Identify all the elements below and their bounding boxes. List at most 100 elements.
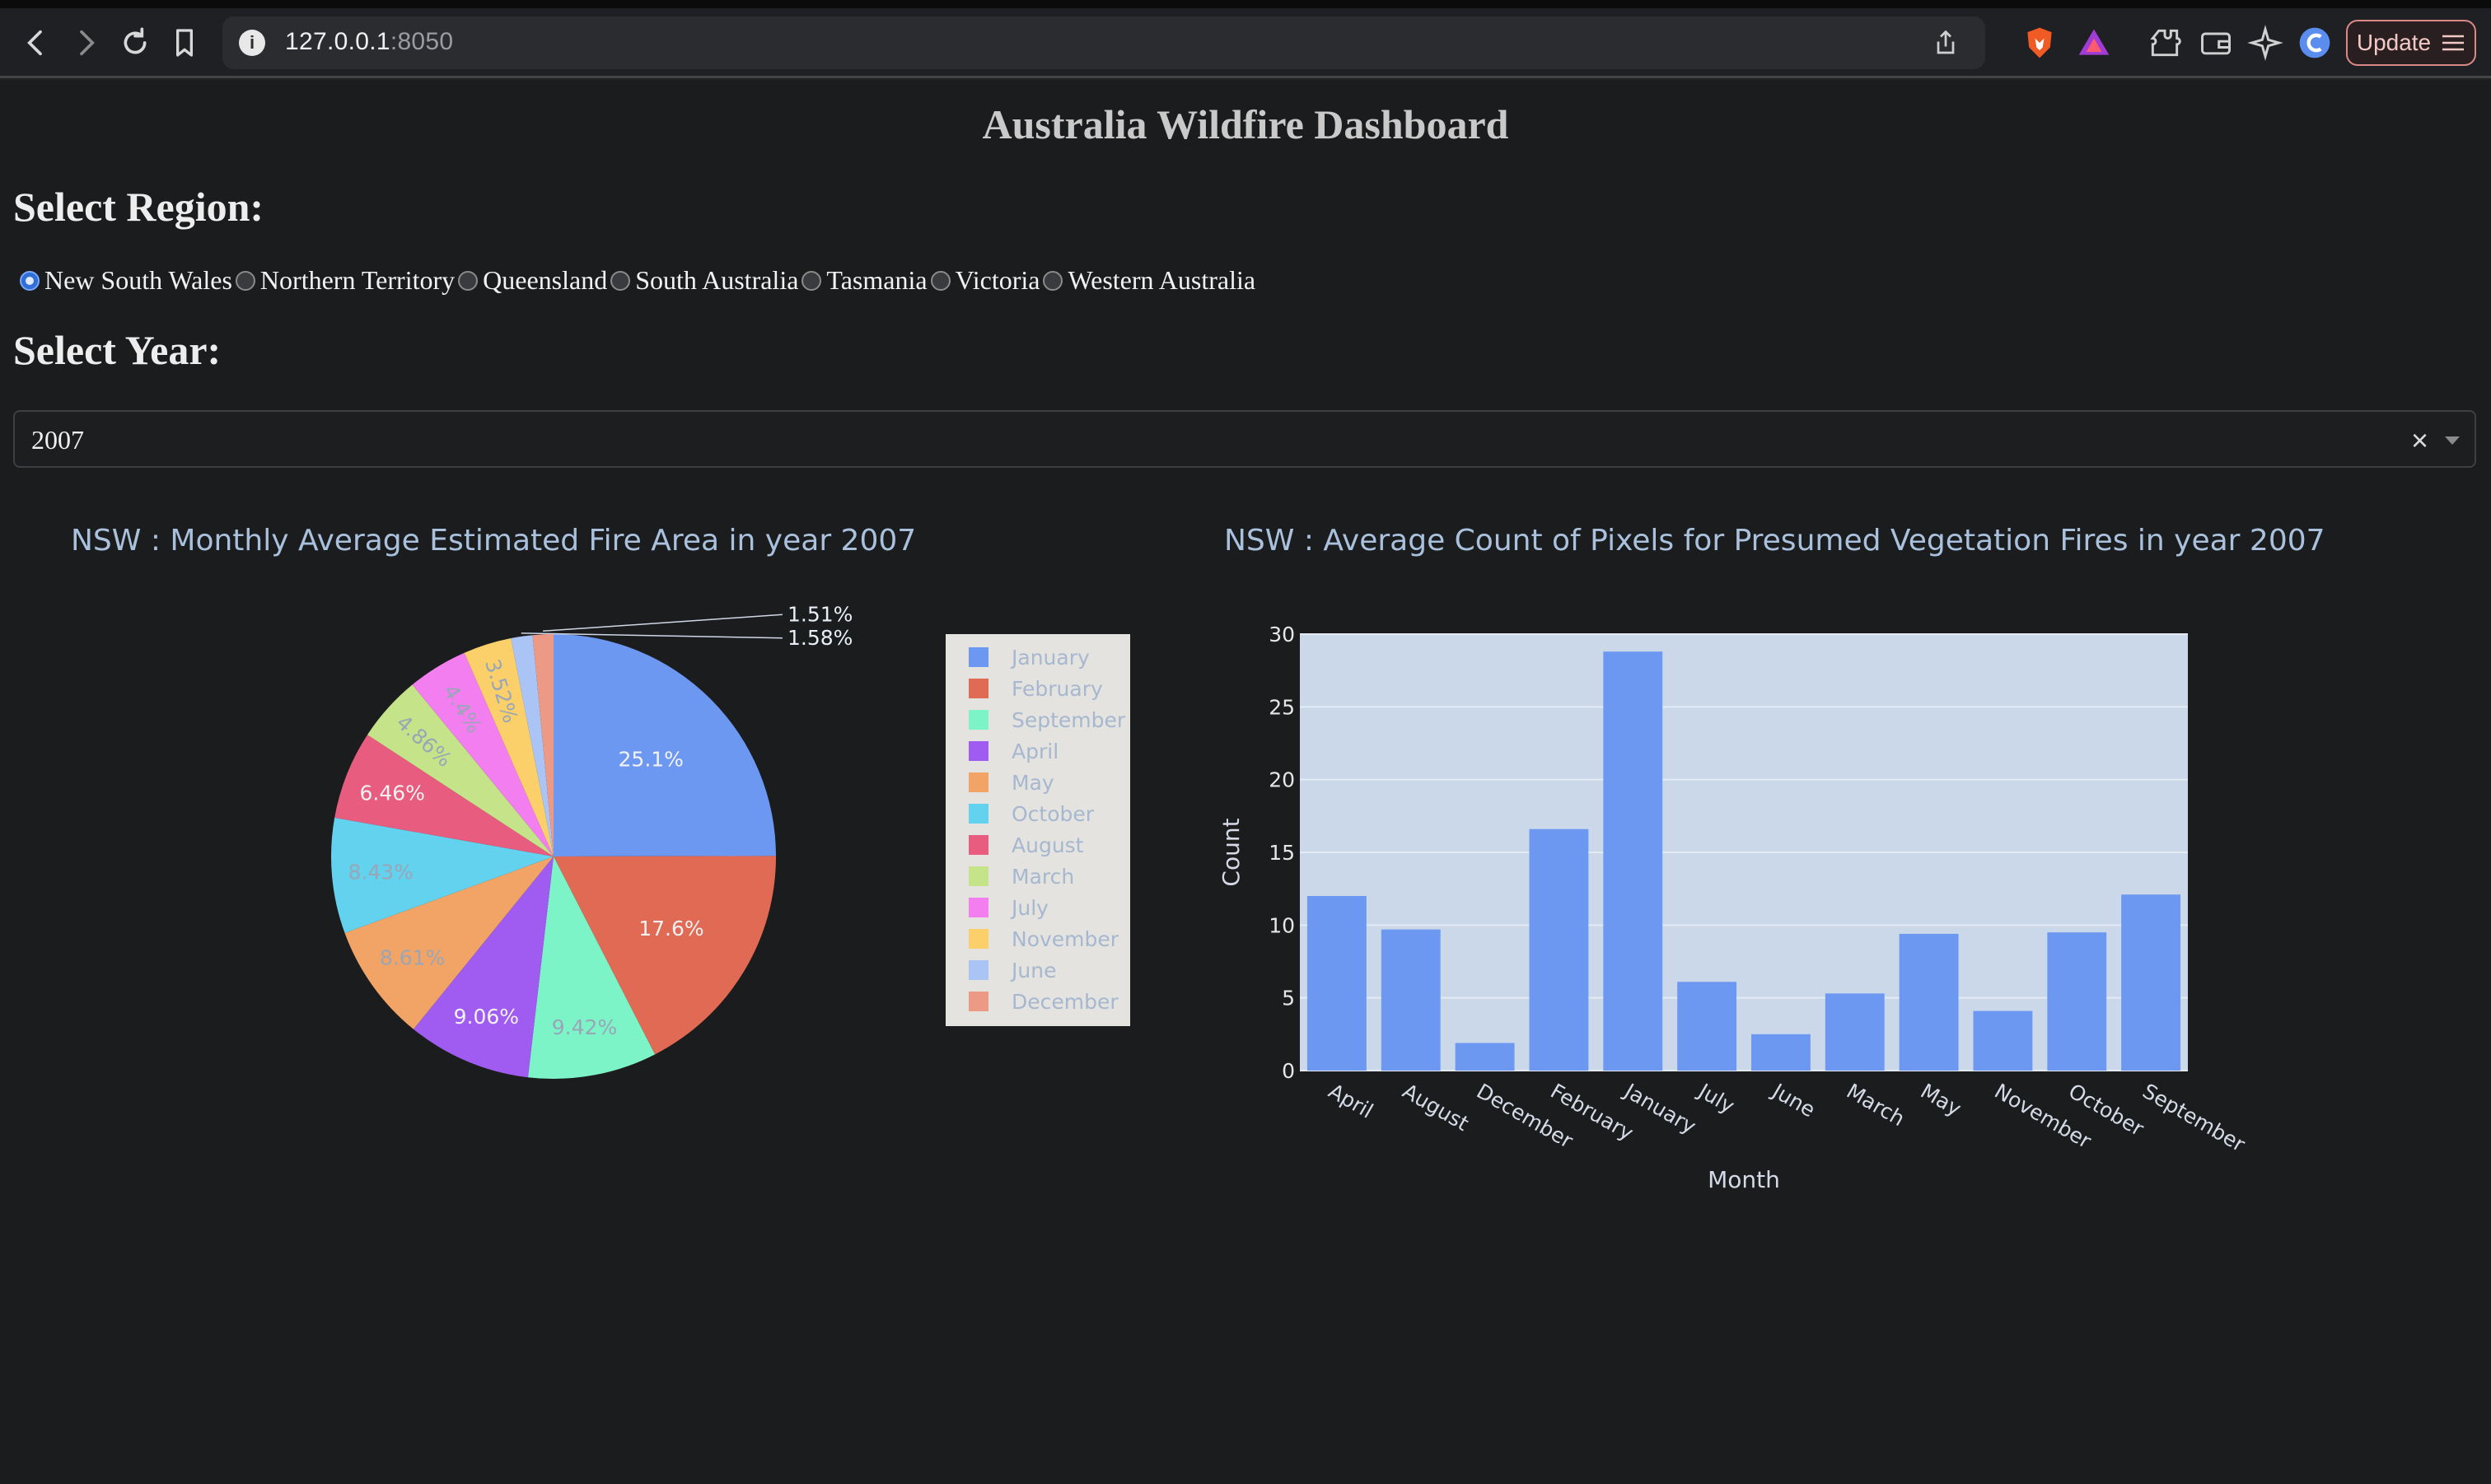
legend-item-june[interactable]: June [969,955,1056,985]
dropdown-arrow-icon[interactable] [2445,436,2460,445]
region-option-nsw[interactable]: New South Wales [20,265,232,296]
legend-label: July [1012,896,1049,920]
legend-label: December [1012,990,1119,1014]
address-bar[interactable]: i 127.0.0.1:8050 [222,16,1985,69]
x-tick-label: May [1917,1079,1965,1121]
legend-item-september[interactable]: September [969,705,1125,735]
radio-button-selected[interactable] [20,271,40,291]
radio-button[interactable] [1043,271,1063,291]
legend-label: October [1012,802,1094,826]
extensions-icon[interactable] [2147,25,2183,61]
region-option-label: South Australia [635,265,798,296]
legend-swatch [969,960,988,980]
year-dropdown[interactable]: 2007 × [13,410,2476,468]
region-radio-group: New South Wales Northern Territory Queen… [20,265,1259,296]
site-info-icon[interactable]: i [239,30,265,56]
legend-item-december[interactable]: December [969,987,1119,1016]
brave-rewards-icon[interactable] [2076,25,2112,61]
region-option-sa[interactable]: South Australia [610,265,798,296]
pie-chart-title: NSW : Monthly Average Estimated Fire Are… [71,524,916,558]
share-icon[interactable] [1931,28,1961,58]
legend-item-january[interactable]: January [969,642,1090,672]
pie-label-june: 1.58% [787,626,853,650]
bookmark-button[interactable] [165,23,204,63]
legend-label: May [1012,771,1054,795]
clear-icon[interactable]: × [2411,423,2428,458]
legend-swatch [969,772,988,792]
wallet-icon[interactable] [2198,25,2234,61]
legend-label: November [1012,927,1119,951]
legend-item-march[interactable]: March [969,861,1074,891]
radio-button[interactable] [931,271,951,291]
y-tick-label: 0 [1282,1059,1295,1083]
legend-item-july[interactable]: July [969,893,1049,922]
pie-slice-january[interactable] [554,634,776,856]
legend-item-october[interactable]: October [969,799,1094,828]
pie-label-may: 8.61% [380,945,445,969]
legend-label: March [1012,865,1074,889]
legend-item-april[interactable]: April [969,736,1059,766]
bar-chart-title: NSW : Average Count of Pixels for Presum… [1224,524,2325,558]
profile-icon[interactable] [2297,25,2333,61]
bar-december[interactable] [1456,1043,1515,1071]
bar-july[interactable] [1677,982,1736,1071]
leo-ai-icon[interactable] [2247,25,2283,61]
y-tick-label: 10 [1269,913,1295,937]
brave-shield-icon[interactable] [2021,25,2058,61]
year-dropdown-value: 2007 [31,425,84,455]
forward-button[interactable] [66,23,105,63]
region-option-label: Tasmania [826,265,927,296]
region-option-wa[interactable]: Western Australia [1043,265,1255,296]
bar-june[interactable] [1751,1034,1811,1071]
legend-item-february[interactable]: February [969,674,1103,703]
bar-may[interactable] [1900,934,1959,1071]
legend-swatch [969,710,988,730]
legend-label: August [1012,833,1084,857]
legend-swatch [969,992,988,1011]
region-option-vic[interactable]: Victoria [931,265,1040,296]
radio-button[interactable] [802,271,821,291]
pie-label-august: 6.46% [359,781,424,805]
legend-swatch [969,647,988,667]
x-tick-label: March [1843,1079,1909,1131]
pie-label-october: 8.43% [348,860,414,884]
bar-october[interactable] [2047,932,2106,1071]
region-option-label: Western Australia [1068,265,1255,296]
legend-swatch [969,835,988,855]
bar-january[interactable] [1603,651,1662,1071]
back-button[interactable] [16,23,56,63]
toolbar-divider [0,76,2491,78]
legend-swatch [969,741,988,761]
x-tick-label: April [1325,1079,1377,1123]
x-tick-label: September [2138,1079,2250,1157]
region-option-nt[interactable]: Northern Territory [236,265,455,296]
browser-toolbar: i 127.0.0.1:8050 Update [0,0,2491,81]
bar-chart: 051015202530April August DecemberFebruaryJ… [1203,609,2306,1202]
radio-button[interactable] [236,271,255,291]
bar-august[interactable] [1381,930,1441,1071]
radio-button[interactable] [458,271,478,291]
bar-november[interactable] [1973,1011,2032,1071]
menu-icon [2441,33,2465,53]
pie-label-september: 9.42% [552,1015,617,1039]
y-tick-label: 20 [1269,768,1295,792]
bar-february[interactable] [1529,829,1588,1071]
legend-label: January [1012,646,1090,670]
legend-item-november[interactable]: November [969,924,1119,954]
bar-september[interactable] [2121,894,2180,1071]
legend-item-may[interactable]: May [969,768,1054,797]
bar-march[interactable] [1825,993,1885,1071]
region-option-qld[interactable]: Queensland [458,265,607,296]
legend-item-august[interactable]: August [969,830,1084,860]
update-button[interactable]: Update [2346,20,2476,66]
bar-april[interactable] [1307,896,1367,1071]
x-axis-title: Month [1708,1166,1780,1193]
url-host: 127.0.0.1 [285,28,390,55]
reload-button[interactable] [115,23,155,63]
region-option-tas[interactable]: Tasmania [802,265,927,296]
year-heading: Select Year: [13,326,221,374]
url-text[interactable]: 127.0.0.1:8050 [285,28,453,56]
region-option-label: Queensland [483,265,607,296]
url-port: :8050 [390,28,454,55]
radio-button[interactable] [610,271,630,291]
